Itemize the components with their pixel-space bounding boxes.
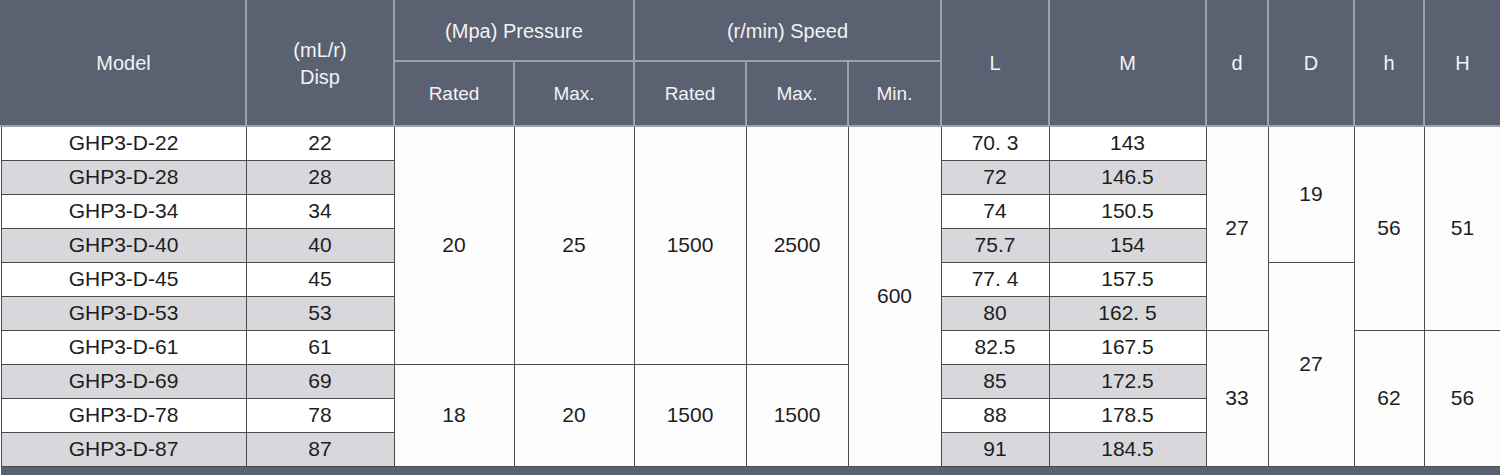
cell-model: GHP3-D-53 — [1, 296, 246, 330]
disp-unit-label: (mL/r) — [247, 37, 393, 64]
cell-L: 85 — [941, 364, 1049, 398]
cell-L: 82.5 — [941, 330, 1049, 364]
cell-H-bottom: 56 — [1424, 330, 1500, 466]
cell-disp: 22 — [246, 126, 394, 160]
cell-model: GHP3-D-22 — [1, 126, 246, 160]
cell-D-top: 19 — [1268, 126, 1354, 262]
cell-d-top: 27 — [1206, 126, 1268, 330]
cell-disp: 34 — [246, 194, 394, 228]
cell-pressure-rated-bottom: 18 — [394, 364, 514, 466]
cell-pressure-max-bottom: 20 — [514, 364, 634, 466]
col-header-speed-min: Min. — [848, 61, 941, 126]
cell-model: GHP3-D-40 — [1, 228, 246, 262]
cell-disp: 28 — [246, 160, 394, 194]
col-header-H: H — [1424, 1, 1500, 126]
col-header-speed-max: Max. — [746, 61, 848, 126]
cell-model: GHP3-D-78 — [1, 398, 246, 432]
pump-spec-table: Model (mL/r) Disp (Mpa) Pressure (r/min)… — [0, 0, 1500, 475]
cell-h-bottom: 62 — [1354, 330, 1424, 466]
cell-L: 91 — [941, 432, 1049, 466]
cell-M: 150.5 — [1049, 194, 1206, 228]
cell-model: GHP3-D-34 — [1, 194, 246, 228]
table-body: GHP3-D-22 22 20 25 1500 2500 600 70. 3 1… — [1, 126, 1500, 475]
cell-speed-rated-bottom: 1500 — [634, 364, 746, 466]
col-header-h: h — [1354, 1, 1424, 126]
cell-L: 75.7 — [941, 228, 1049, 262]
cell-M: 167.5 — [1049, 330, 1206, 364]
cell-pressure-rated-top: 20 — [394, 126, 514, 364]
col-header-disp: (mL/r) Disp — [246, 1, 394, 126]
cell-model: GHP3-D-69 — [1, 364, 246, 398]
cell-h-top: 56 — [1354, 126, 1424, 330]
cell-M: 162. 5 — [1049, 296, 1206, 330]
group-header-speed: (r/min) Speed — [634, 1, 941, 61]
bottom-bar-fill — [1, 466, 1500, 475]
cell-model: GHP3-D-61 — [1, 330, 246, 364]
cell-model: GHP3-D-87 — [1, 432, 246, 466]
cell-disp: 53 — [246, 296, 394, 330]
cell-speed-min: 600 — [848, 126, 941, 466]
cell-M: 143 — [1049, 126, 1206, 160]
cell-model: GHP3-D-28 — [1, 160, 246, 194]
col-header-model: Model — [1, 1, 246, 126]
group-header-pressure: (Mpa) Pressure — [394, 1, 634, 61]
cell-pressure-max-top: 25 — [514, 126, 634, 364]
col-header-D: D — [1268, 1, 1354, 126]
cell-M: 157.5 — [1049, 262, 1206, 296]
cell-M: 172.5 — [1049, 364, 1206, 398]
cell-model: GHP3-D-45 — [1, 262, 246, 296]
table-bottom-bar — [1, 466, 1500, 475]
col-header-d: d — [1206, 1, 1268, 126]
cell-speed-max-bottom: 1500 — [746, 364, 848, 466]
table-header: Model (mL/r) Disp (Mpa) Pressure (r/min)… — [1, 1, 1500, 126]
cell-L: 80 — [941, 296, 1049, 330]
col-header-speed-rated: Rated — [634, 61, 746, 126]
col-header-pressure-rated: Rated — [394, 61, 514, 126]
cell-L: 70. 3 — [941, 126, 1049, 160]
cell-disp: 40 — [246, 228, 394, 262]
disp-label: Disp — [247, 64, 393, 91]
cell-L: 72 — [941, 160, 1049, 194]
cell-L: 77. 4 — [941, 262, 1049, 296]
cell-disp: 78 — [246, 398, 394, 432]
cell-disp: 61 — [246, 330, 394, 364]
cell-d-bottom: 33 — [1206, 330, 1268, 466]
cell-disp: 69 — [246, 364, 394, 398]
cell-disp: 45 — [246, 262, 394, 296]
header-row-groups: Model (mL/r) Disp (Mpa) Pressure (r/min)… — [1, 1, 1500, 61]
cell-L: 88 — [941, 398, 1049, 432]
cell-L: 74 — [941, 194, 1049, 228]
table-row: GHP3-D-22 22 20 25 1500 2500 600 70. 3 1… — [1, 126, 1500, 160]
cell-disp: 87 — [246, 432, 394, 466]
col-header-pressure-max: Max. — [514, 61, 634, 126]
cell-D-bottom: 27 — [1268, 262, 1354, 466]
col-header-M: M — [1049, 1, 1206, 126]
cell-M: 184.5 — [1049, 432, 1206, 466]
cell-speed-rated-top: 1500 — [634, 126, 746, 364]
cell-M: 146.5 — [1049, 160, 1206, 194]
cell-H-top: 51 — [1424, 126, 1500, 330]
cell-speed-max-top: 2500 — [746, 126, 848, 364]
col-header-L: L — [941, 1, 1049, 126]
cell-M: 154 — [1049, 228, 1206, 262]
cell-M: 178.5 — [1049, 398, 1206, 432]
